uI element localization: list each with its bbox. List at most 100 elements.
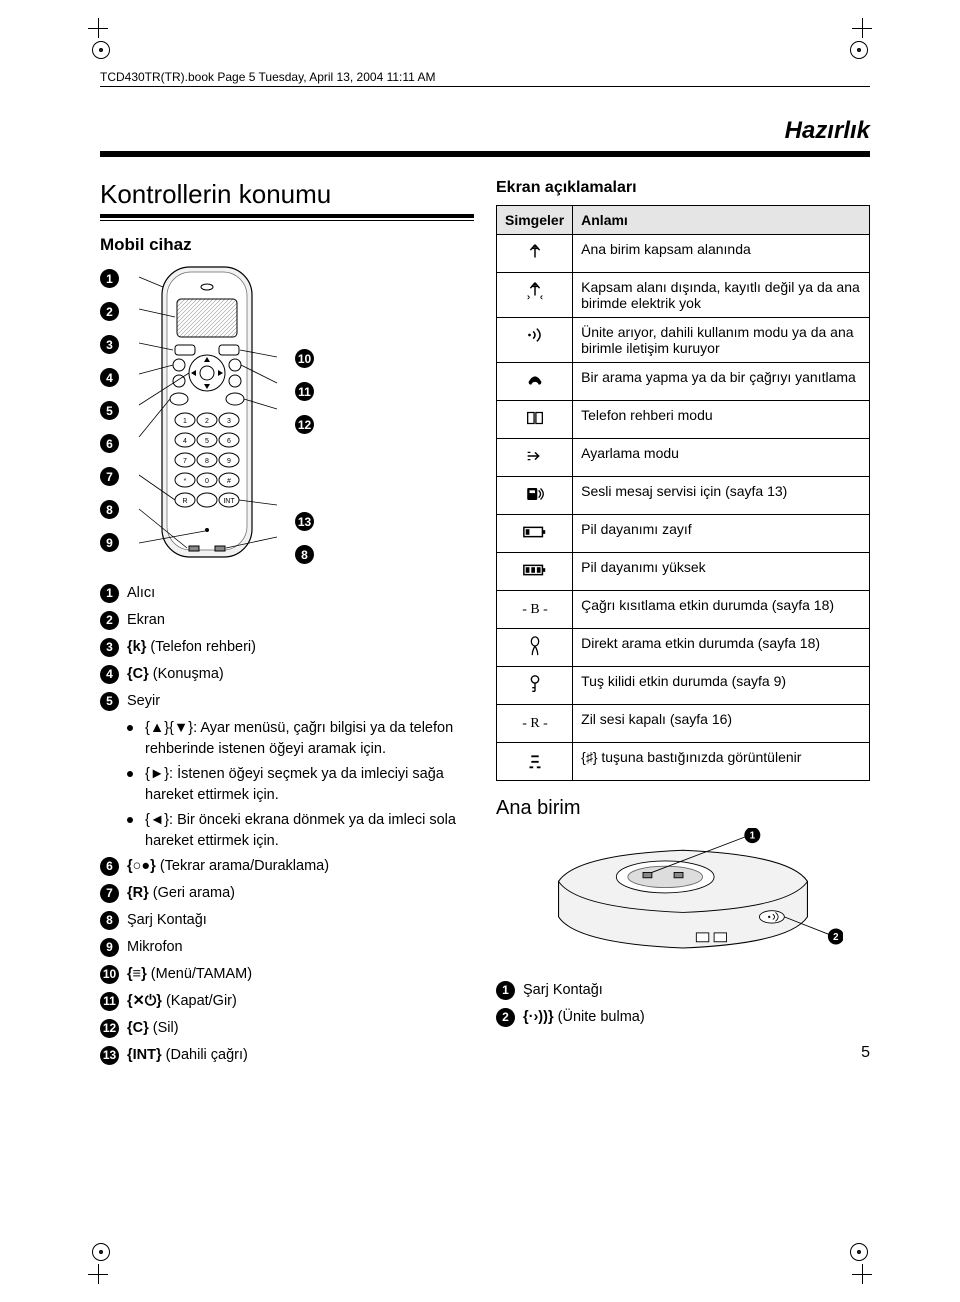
list-text: {k} (Telefon rehberi) xyxy=(127,637,256,658)
list-badge: 1 xyxy=(100,584,119,603)
callout-badge: 11 xyxy=(295,382,314,401)
callouts-left: 1 2 3 4 5 6 7 8 9 xyxy=(100,265,119,552)
table-cell: Bir arama yapma ya da bir çağrıyı yanıtl… xyxy=(573,363,870,401)
svg-text:2: 2 xyxy=(833,932,839,943)
list-badge: 2 xyxy=(496,1008,515,1027)
table-cell: Telefon rehberi modu xyxy=(573,401,870,439)
svg-text:0: 0 xyxy=(205,478,209,485)
list-subtext: {◄}: Bir önceki ekrana dönmek ya da imle… xyxy=(145,810,474,852)
svg-text:*: * xyxy=(184,478,187,485)
table-cell: Ayarlama modu xyxy=(573,439,870,477)
list-badge: 4 xyxy=(100,665,119,684)
doc-header: TCD430TR(TR).book Page 5 Tuesday, April … xyxy=(100,70,870,84)
handset-illustration: 123 456 789 *0# RINT xyxy=(127,265,287,565)
list-text: Mikrofon xyxy=(127,937,183,958)
callout-badge: 10 xyxy=(295,349,314,368)
callout-badge: 8 xyxy=(100,500,119,519)
callout-badge: 2 xyxy=(100,302,119,321)
callouts-right: 10 11 12 13 8 xyxy=(295,265,314,564)
page-number: 5 xyxy=(496,1044,870,1062)
list-subtext: {►}: İstenen öğeyi seçmek ya da imleciyi… xyxy=(145,764,474,806)
base-unit-illustration: 1 2 xyxy=(523,828,843,970)
base-list: 1Şarj Kontağı 2{·›))} (Ünite bulma) xyxy=(496,980,870,1028)
list-text: {R} (Geri arama) xyxy=(127,883,235,904)
column-title: Kontrollerin konumu xyxy=(100,179,474,210)
list-badge: 11 xyxy=(100,992,119,1011)
list-text: Ekran xyxy=(127,610,165,631)
title-underline xyxy=(100,214,474,221)
list-text: {INT} (Dahili çağrı) xyxy=(127,1045,248,1066)
list-badge: 5 xyxy=(100,692,119,711)
crop-mark xyxy=(852,1264,872,1284)
svg-text:5: 5 xyxy=(205,438,209,445)
registration-dot-icon xyxy=(850,1243,868,1261)
callout-badge: 12 xyxy=(295,415,314,434)
subhead: Mobil cihaz xyxy=(100,235,474,255)
registration-dot-icon xyxy=(92,1243,110,1261)
svg-text:#: # xyxy=(227,478,231,485)
svg-text:INT: INT xyxy=(223,498,235,505)
icon-table: Simgeler Anlamı Ana birim kapsam alanınd… xyxy=(496,205,870,781)
left-column: Kontrollerin konumu Mobil cihaz 1 2 3 4 … xyxy=(100,179,474,1072)
svg-text:2: 2 xyxy=(205,418,209,425)
signal-icon xyxy=(497,318,573,363)
list-text: Şarj Kontağı xyxy=(127,910,207,931)
svg-text:3: 3 xyxy=(227,418,231,425)
list-badge: 1 xyxy=(496,981,515,1000)
list-text: {·›))} (Ünite bulma) xyxy=(523,1007,645,1028)
crop-mark xyxy=(88,1264,108,1284)
list-text: {C} (Sil) xyxy=(127,1018,179,1039)
table-cell: Çağrı kısıtlama etkin durumda (sayfa 18) xyxy=(573,591,870,629)
book-icon xyxy=(497,401,573,439)
callout-badge: 5 xyxy=(100,401,119,420)
restrict-icon: -- B -- xyxy=(497,591,573,629)
svg-text:4: 4 xyxy=(183,438,187,445)
table-cell: Zil sesi kapalı (sayfa 16) xyxy=(573,705,870,743)
callout-badge: 7 xyxy=(100,467,119,486)
callout-list: 1Alıcı 2Ekran 3{k} (Telefon rehberi) 4{C… xyxy=(100,583,474,1066)
list-badge: 2 xyxy=(100,611,119,630)
list-badge: 9 xyxy=(100,938,119,957)
table-cell: Ünite arıyor, dahili kullanım modu ya da… xyxy=(573,318,870,363)
table-cell: Pil dayanımı zayıf xyxy=(573,515,870,553)
list-badge: 12 xyxy=(100,1019,119,1038)
list-text: Alıcı xyxy=(127,583,155,604)
list-text: Seyir xyxy=(127,691,160,712)
svg-text:6: 6 xyxy=(227,438,231,445)
list-text: {✕⏻} (Kapat/Gir) xyxy=(127,991,237,1012)
list-badge: 10 xyxy=(100,965,119,984)
direct-call-icon xyxy=(497,629,573,667)
section-title: Hazırlık xyxy=(100,117,870,145)
svg-text:1: 1 xyxy=(183,418,187,425)
section-rule xyxy=(100,151,870,157)
list-badge: 6 xyxy=(100,857,119,876)
right-head: Ekran açıklamaları xyxy=(496,179,870,197)
list-text: {○●} (Tekrar arama/Duraklama) xyxy=(127,856,329,877)
handset-icon xyxy=(497,363,573,401)
table-cell: {♯} tuşuna bastığınızda görüntülenir xyxy=(573,743,870,781)
settings-arrow-icon xyxy=(497,439,573,477)
th-meaning: Anlamı xyxy=(573,206,870,235)
callout-badge: 4 xyxy=(100,368,119,387)
callout-badge: 9 xyxy=(100,533,119,552)
callout-badge: 3 xyxy=(100,335,119,354)
callout-badge: 6 xyxy=(100,434,119,453)
table-cell: Pil dayanımı yüksek xyxy=(573,553,870,591)
bullet-icon xyxy=(127,725,133,731)
ringer-off-icon: -- R -- xyxy=(497,705,573,743)
table-cell: Kapsam alanı dışında, kayıtlı değil ya d… xyxy=(573,273,870,318)
svg-text:8: 8 xyxy=(205,458,209,465)
table-cell: Tuş kilidi etkin durumda (sayfa 9) xyxy=(573,667,870,705)
battery-low-icon xyxy=(497,515,573,553)
callout-badge: 8 xyxy=(295,545,314,564)
right-column: Ekran açıklamaları Simgeler Anlamı Ana b… xyxy=(496,179,870,1072)
hash-hold-icon xyxy=(497,743,573,781)
th-icons: Simgeler xyxy=(497,206,573,235)
svg-text:9: 9 xyxy=(227,458,231,465)
list-text: {≡} (Menü/TAMAM) xyxy=(127,964,252,985)
svg-text:-- B --: -- B -- xyxy=(522,601,548,616)
table-cell: Direkt arama etkin durumda (sayfa 18) xyxy=(573,629,870,667)
list-badge: 13 xyxy=(100,1046,119,1065)
bullet-icon xyxy=(127,771,133,777)
bullet-icon xyxy=(127,817,133,823)
